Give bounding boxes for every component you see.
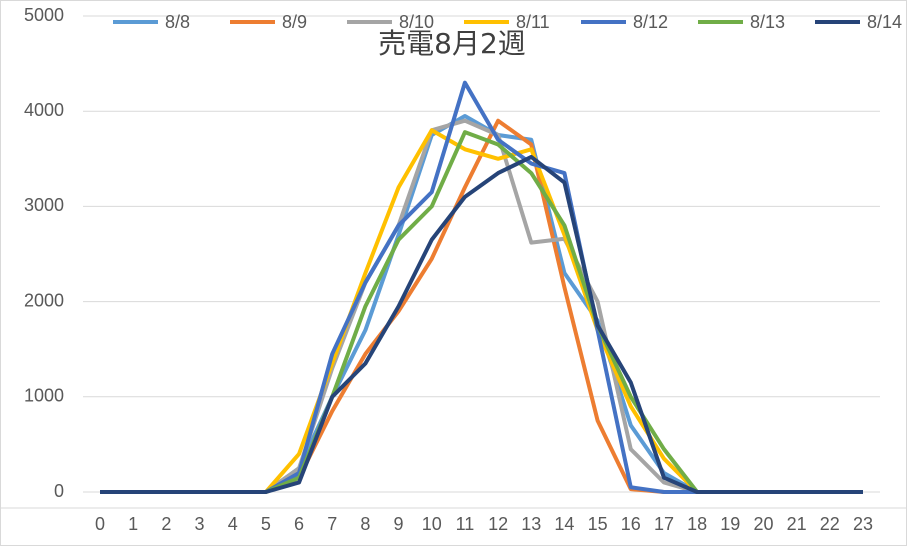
x-tick-label: 0	[95, 514, 105, 534]
y-tick-label: 0	[54, 481, 64, 501]
legend-label: 8/9	[282, 12, 307, 32]
x-tick-label: 8	[360, 514, 370, 534]
x-tick-label: 22	[820, 514, 840, 534]
x-tick-label: 1	[128, 514, 138, 534]
legend-label: 8/8	[165, 12, 190, 32]
x-tick-label: 15	[588, 514, 608, 534]
x-tick-label: 6	[294, 514, 304, 534]
x-tick-label: 23	[853, 514, 873, 534]
x-tick-label: 10	[422, 514, 442, 534]
y-tick-label: 1000	[24, 386, 64, 406]
x-tick-label: 9	[394, 514, 404, 534]
legend-label: 8/14	[867, 12, 902, 32]
x-tick-label: 18	[687, 514, 707, 534]
x-tick-label: 4	[228, 514, 238, 534]
x-tick-label: 7	[327, 514, 337, 534]
x-tick-label: 11	[456, 514, 475, 534]
y-tick-label: 3000	[24, 195, 64, 215]
series-line	[100, 154, 863, 494]
x-tick-label: 17	[654, 514, 674, 534]
x-tick-label: 2	[161, 514, 171, 534]
x-tick-label: 12	[488, 514, 508, 534]
legend-label: 8/11	[516, 12, 550, 32]
x-tick-label: 20	[753, 514, 773, 534]
chart-title: 売電8月2週	[378, 27, 526, 60]
x-tick-label: 16	[621, 514, 641, 534]
x-tick-label: 21	[787, 514, 807, 534]
x-tick-label: 13	[521, 514, 541, 534]
x-tick-label: 14	[554, 514, 574, 534]
legend-label: 8/12	[633, 12, 668, 32]
x-tick-label: 5	[261, 514, 271, 534]
legend-label: 8/10	[399, 12, 434, 32]
x-tick-label: 3	[195, 514, 205, 534]
x-tick-label: 19	[720, 514, 740, 534]
legend-label: 8/13	[750, 12, 785, 32]
y-tick-label: 4000	[24, 100, 64, 120]
y-tick-label: 2000	[24, 290, 64, 310]
y-tick-label: 5000	[24, 5, 64, 25]
